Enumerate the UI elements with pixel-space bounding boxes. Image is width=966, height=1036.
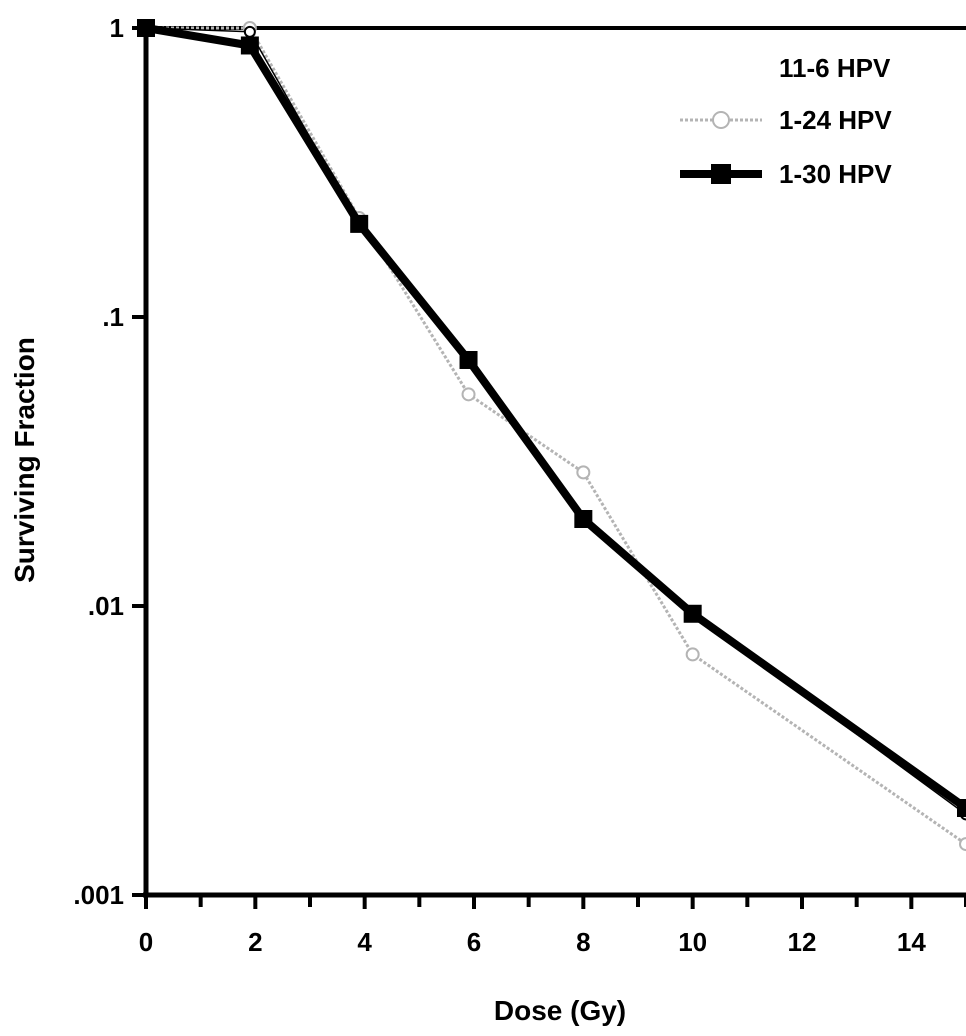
data-point <box>459 350 478 369</box>
y-tick-label: .01 <box>88 591 124 621</box>
series-1-30-hpv <box>137 19 966 818</box>
data-point <box>461 387 476 402</box>
data-point <box>576 465 591 480</box>
x-tick-label: 8 <box>576 927 590 957</box>
data-point <box>243 25 256 38</box>
data-point <box>685 647 700 662</box>
y-tick-label: .001 <box>73 880 124 910</box>
x-axis-title: Dose (Gy) <box>494 995 626 1026</box>
series-line <box>145 24 966 812</box>
x-tick-label: 12 <box>788 927 817 957</box>
x-tick-label: 4 <box>357 927 372 957</box>
legend-swatch-marker <box>712 111 730 129</box>
series-layer <box>137 19 966 852</box>
y-axis-title: Surviving Fraction <box>9 337 40 583</box>
data-point <box>574 510 593 529</box>
x-tick-label: 6 <box>467 927 481 957</box>
x-tick-label: 14 <box>897 927 926 957</box>
y-tick-label: 1 <box>110 13 124 43</box>
legend-label: 1-24 HPV <box>779 105 892 135</box>
x-tick-label: 2 <box>248 927 262 957</box>
legend-swatch-marker <box>711 164 731 184</box>
data-point <box>350 214 369 233</box>
series-line <box>145 27 966 816</box>
data-point <box>957 799 966 818</box>
series-11-6-hpv <box>140 22 966 821</box>
data-point <box>240 36 259 55</box>
legend-label: 11-6 HPV <box>779 53 891 83</box>
x-tick-label: 0 <box>139 927 153 957</box>
legend: 11-6 HPV 1-24 HPV 1-30 HPV <box>680 53 892 189</box>
x-tick-label: 10 <box>678 927 707 957</box>
y-tick-label: .1 <box>102 302 124 332</box>
axes: 0 2 4 6 8 10 12 14 1 .1 .01 .001 <box>73 13 966 957</box>
series-1-24-hpv <box>139 21 966 852</box>
data-point <box>137 19 155 37</box>
data-point <box>683 604 702 623</box>
legend-label: 1-30 HPV <box>779 159 892 189</box>
data-point <box>959 837 966 852</box>
